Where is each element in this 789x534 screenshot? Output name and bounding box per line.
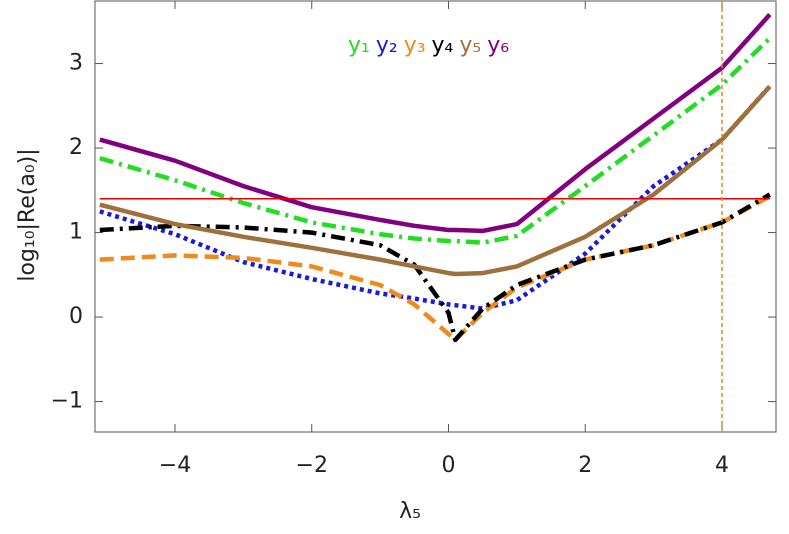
plot-frame bbox=[94, 0, 777, 433]
series-line bbox=[99, 192, 771, 343]
series-line bbox=[99, 84, 772, 277]
y-tick-label: 1 bbox=[69, 220, 83, 245]
x-tick-label: 0 bbox=[441, 453, 455, 478]
y-tick-label: 2 bbox=[69, 135, 83, 160]
series-line bbox=[99, 36, 772, 245]
y-axis-label: log₁₀|Re(a₀)| bbox=[15, 148, 40, 281]
series-line bbox=[99, 84, 772, 311]
legend-entry: y₅ bbox=[459, 33, 481, 58]
legend-entry: y₄ bbox=[432, 33, 454, 58]
y-tick-label: 3 bbox=[69, 51, 83, 76]
legend-entry: y₁ bbox=[348, 33, 370, 58]
y-tick-label: 0 bbox=[69, 304, 83, 329]
x-tick-label: 4 bbox=[715, 453, 729, 478]
legend-entry: y₃ bbox=[404, 33, 426, 58]
legend-entry: y₂ bbox=[376, 33, 398, 58]
x-tick-label: 2 bbox=[578, 453, 592, 478]
y-tick-label: −1 bbox=[51, 389, 83, 414]
series-line bbox=[99, 12, 772, 234]
legend-entry: y₆ bbox=[487, 33, 509, 58]
x-axis-label: λ₅ bbox=[399, 499, 421, 524]
x-tick-label: −4 bbox=[159, 453, 191, 478]
series-line bbox=[99, 194, 771, 343]
x-tick-label: −2 bbox=[296, 453, 328, 478]
